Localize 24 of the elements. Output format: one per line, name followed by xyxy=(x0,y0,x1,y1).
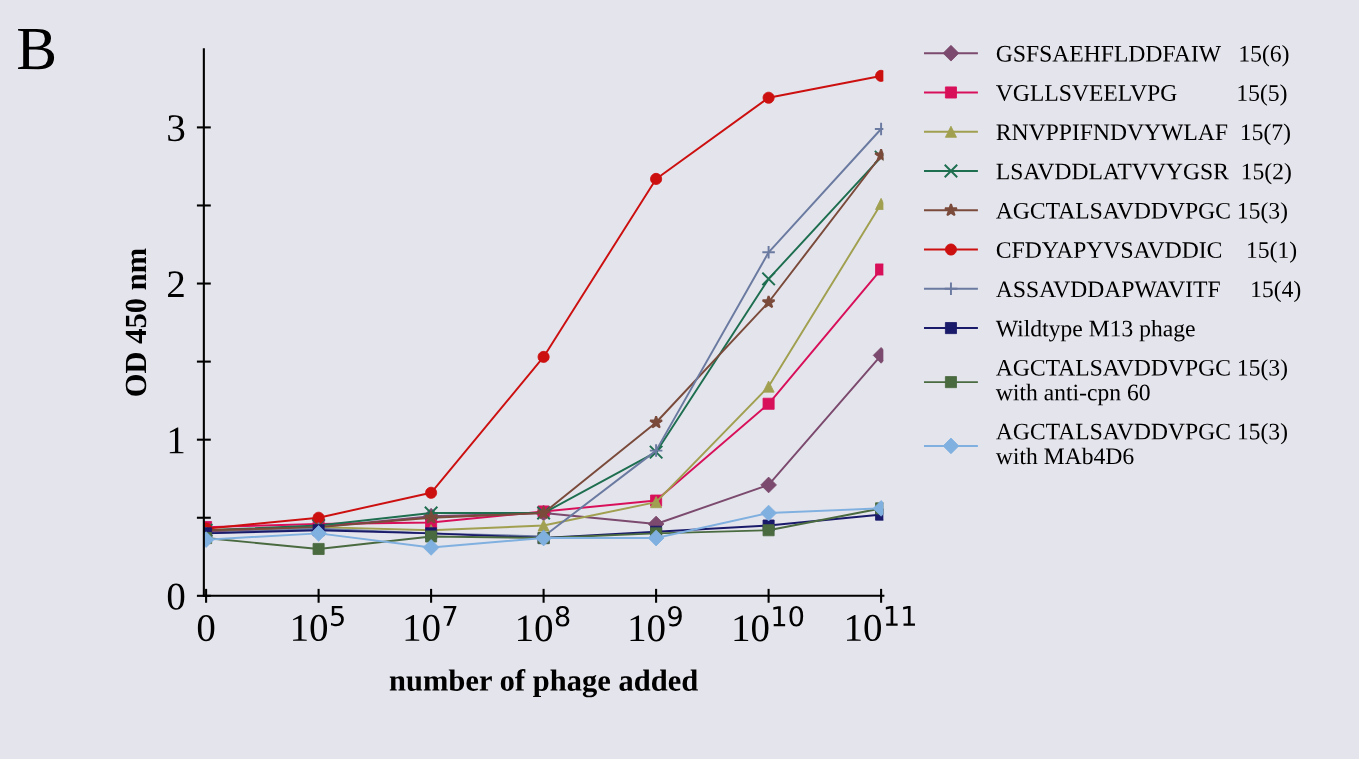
legend-label: LSAVDDLATVVYGSR 15(2) xyxy=(996,162,1291,185)
x-tick-label: 10$^{11}$ xyxy=(846,605,915,642)
x-tick-label: 10$^{8}$ xyxy=(518,605,570,642)
legend-label: AGCTALSAVDDVPGC 15(3) xyxy=(996,202,1287,224)
y-tick-label: 0 xyxy=(167,583,185,610)
legend-label: GSFSAEHFLDDFAIW 15(6) xyxy=(996,45,1289,67)
y-axis-title: OD 450 nm xyxy=(125,248,147,396)
legend-label: VGLLSVEELVPG 15(5) xyxy=(996,84,1287,106)
legend-label: RNVPPIFNDVYWLAF 15(7) xyxy=(996,123,1290,146)
x-tick-label: 0 xyxy=(197,614,215,642)
x-axis-title: number of phage added xyxy=(389,669,698,698)
legend-label: Wildtype M13 phage xyxy=(995,319,1195,342)
legend-label: CFDYAPYVSAVDDIC 15(1) xyxy=(996,241,1297,263)
legend-label: AGCTALSAVDDVPGC 15(3) with anti-cpn 60 xyxy=(995,359,1287,406)
y-tick-label: 2 xyxy=(168,271,184,298)
y-tick-label: 1 xyxy=(169,427,184,454)
legend-label: AGCTALSAVDDVPGC 15(3) with MAb4D6 xyxy=(995,422,1287,465)
x-tick-label: 10$^{7}$ xyxy=(405,605,457,642)
text: B xyxy=(18,28,55,70)
x-tick-label: 10$^{10}$ xyxy=(734,605,804,642)
x-tick-label: 10$^{9}$ xyxy=(630,605,682,642)
x-tick-label: 10$^{5}$ xyxy=(293,605,344,642)
legend-label: ASSAVDDAPWAVITF 15(4) xyxy=(996,280,1301,303)
y-tick-label: 3 xyxy=(168,115,185,142)
